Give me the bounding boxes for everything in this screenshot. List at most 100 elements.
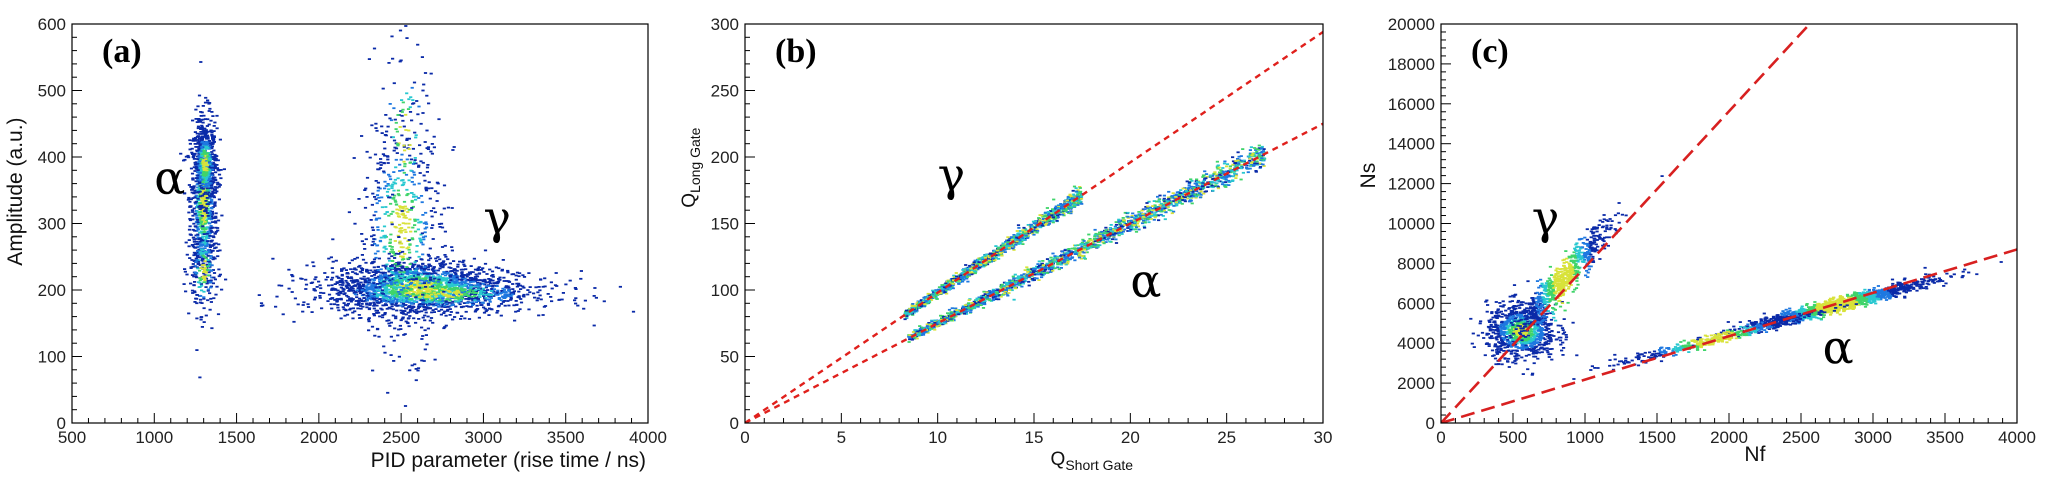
panel-a-x-tick-label: 3500 <box>547 428 585 447</box>
panel-a-point-1-1449 <box>479 302 483 304</box>
panel-a-point-0-1202 <box>212 195 216 197</box>
panel-a-point-1-2456 <box>364 238 368 241</box>
panel-a-point-1-2294 <box>380 229 384 232</box>
panel-a-point-1-1537 <box>361 285 365 287</box>
panel-a-point-0-954 <box>204 129 208 131</box>
panel-a-point-1-1684 <box>560 298 564 301</box>
panel-a-point-1-2805 <box>409 96 413 99</box>
panel-a-point-1-2794 <box>406 108 411 110</box>
panel-a-point-1-1348 <box>483 283 487 286</box>
panel-a-point-0-1200 <box>195 177 199 180</box>
panel-a-point-1-2268 <box>405 266 409 268</box>
panel-a-point-1-2807 <box>408 162 412 164</box>
panel-a-point-1-2584 <box>411 147 415 150</box>
panel-a-point-0-1009 <box>205 187 209 190</box>
panel-a-point-1-759 <box>352 268 356 271</box>
panel-a-frame <box>71 23 649 424</box>
panel-a-point-1-150 <box>389 296 393 299</box>
panel-a-point-1-1484 <box>399 251 403 254</box>
panel-a-point-1-2070 <box>539 298 543 301</box>
panel-a-point-0-957 <box>192 154 196 157</box>
panel-a-point-1-1221 <box>395 292 399 295</box>
panel-a-point-1-1263 <box>356 280 360 283</box>
panel-a-point-1-74 <box>421 316 425 319</box>
panel-a-point-1-1777 <box>417 318 421 320</box>
panel-a-point-1-2334 <box>399 281 403 283</box>
panel-a-point-0-1208 <box>203 135 207 137</box>
panel-a-point-0-1050 <box>200 138 204 141</box>
panel-a-point-0-283 <box>202 297 206 300</box>
panel-a-point-0-473 <box>195 226 199 229</box>
panel-a-point-1-2488 <box>394 203 399 206</box>
panel-a-point-0-1354 <box>193 252 198 255</box>
panel-a-point-1-1248 <box>486 289 490 291</box>
panel-a-point-1-1371 <box>406 269 410 272</box>
panel-a-point-1-1249 <box>340 279 344 282</box>
panel-a-point-1-2274 <box>396 334 400 337</box>
panel-a-point-1-1730 <box>418 282 422 285</box>
panel-a-point-0-695 <box>199 230 203 233</box>
panel-a-point-1-2755 <box>410 207 414 209</box>
panel-a-point-1-1067 <box>408 301 412 304</box>
panel-a-point-1-1871 <box>477 272 481 275</box>
panel-a-point-0-970 <box>216 183 220 186</box>
panel-a-point-0-291 <box>192 207 196 210</box>
panel-a-point-1-437 <box>392 267 396 270</box>
panel-a-point-1-2251 <box>424 311 428 314</box>
panel-a-point-0-557 <box>206 254 210 257</box>
panel-b-point-0-400 <box>1031 220 1036 223</box>
panel-a-point-1-2602 <box>355 296 359 299</box>
panel-a-point-0-1398 <box>209 269 213 272</box>
panel-b-point-0-110 <box>997 257 1001 260</box>
panel-a-point-1-2058 <box>446 290 450 292</box>
panel-a-point-0-536 <box>196 105 200 108</box>
panel-a-point-0-1053 <box>203 186 207 188</box>
panel-a-point-1-1183 <box>420 273 424 276</box>
panel-a-point-0-347 <box>197 225 201 228</box>
panel-a-point-1-1538 <box>508 290 512 293</box>
panel-a-point-1-1338 <box>360 271 364 274</box>
panel-a-point-1-2066 <box>418 296 422 298</box>
panel-a-point-1-1281 <box>442 327 446 330</box>
panel-a-point-1-1104 <box>330 267 334 269</box>
panel-a-point-0-1297 <box>193 301 197 303</box>
panel-a-point-1-1842 <box>455 290 459 293</box>
panel-a-point-0-1185 <box>202 165 206 168</box>
panel-a-point-0-249 <box>213 189 217 192</box>
panel-a-point-1-2301 <box>382 141 386 143</box>
panel-a-point-1-2528 <box>426 307 430 309</box>
panel-a-point-1-1582 <box>475 308 480 310</box>
panel-a-point-1-1247 <box>386 292 390 295</box>
panel-a-point-1-785 <box>407 325 411 328</box>
panel-a-point-1-2093 <box>543 285 547 288</box>
panel-a-point-0-814 <box>191 178 195 181</box>
panel-a-point-1-2622 <box>417 164 421 167</box>
panel-a-point-0-1129 <box>202 114 206 117</box>
panel-a-point-1-334 <box>385 291 389 293</box>
panel-a-point-1-2428 <box>412 183 416 186</box>
panel-a-point-1-2132 <box>550 300 554 303</box>
panel-a-point-1-958 <box>488 295 493 297</box>
panel-a-point-0-1065 <box>198 133 202 135</box>
panel-a-point-1-573 <box>296 303 300 306</box>
panel-a-point-1-1980 <box>437 285 441 287</box>
panel-a-point-1-2368 <box>419 160 423 163</box>
panel-a-point-1-1989 <box>451 318 455 321</box>
panel-a-point-1-2547 <box>349 279 353 282</box>
panel-a-point-1-1539 <box>467 291 471 293</box>
panel-a-point-1-2084 <box>420 286 424 289</box>
panel-a-point-1-1882 <box>366 297 370 300</box>
panel-a-point-0-623 <box>213 202 217 205</box>
panel-a-point-0-922 <box>213 121 217 124</box>
panel-a-point-1-1390 <box>361 305 365 308</box>
panel-a-point-1-2772 <box>397 263 401 266</box>
panel-a-point-0-1002 <box>201 225 205 228</box>
panel-a-point-1-1536 <box>324 278 328 281</box>
panel-a-point-1-2810 <box>425 94 429 97</box>
panel-a-point-0-969 <box>212 130 216 132</box>
panel-a-point-1-1304 <box>491 285 495 288</box>
panel-a-point-0-610 <box>204 195 208 197</box>
panel-a-point-0-35 <box>195 238 199 240</box>
panel-a-point-1-2137 <box>471 278 475 281</box>
panel-b-point-0-450 <box>1052 198 1056 201</box>
